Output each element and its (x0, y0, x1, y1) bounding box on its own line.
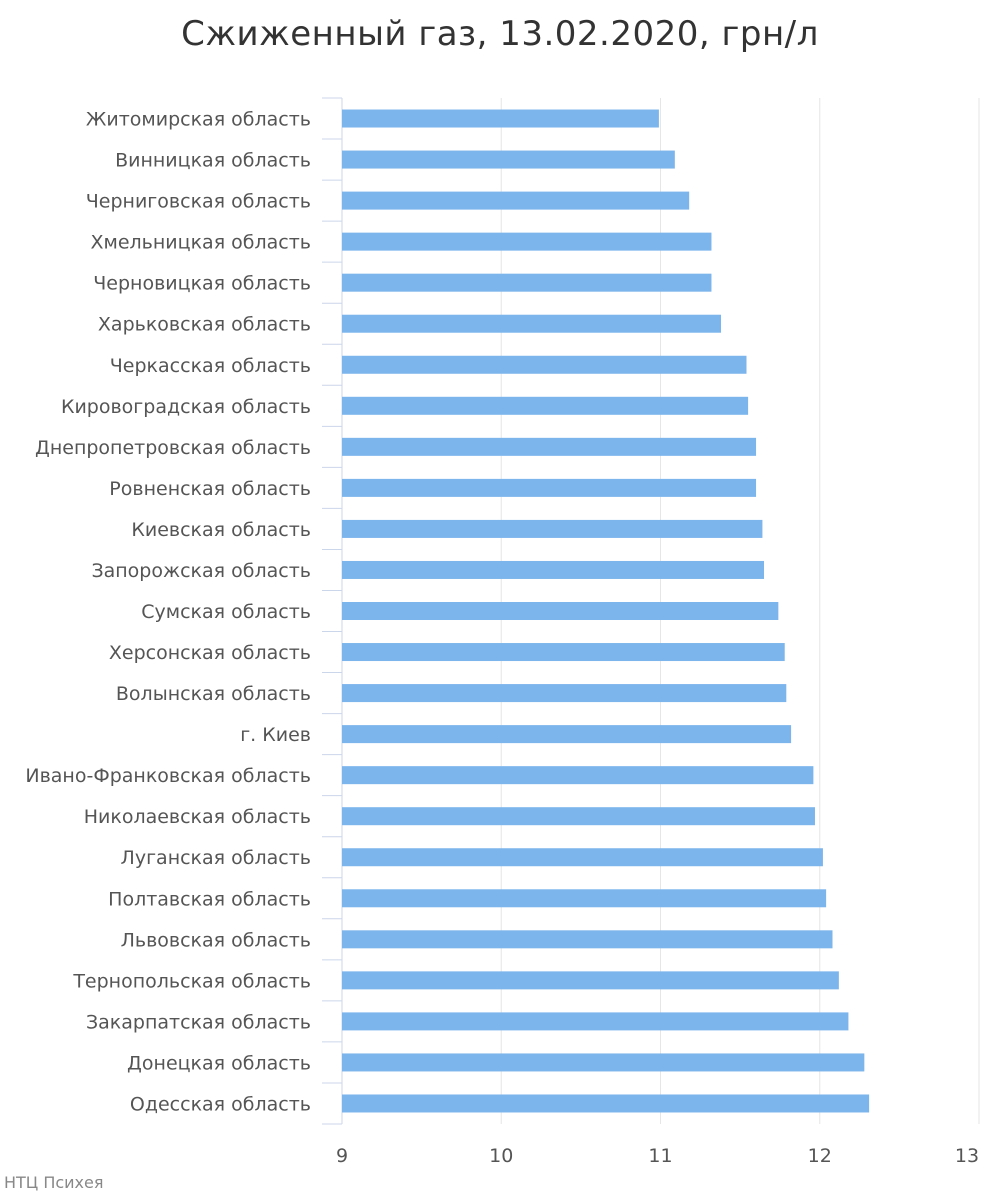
category-label: Сумская область (141, 601, 311, 623)
chart-title: Сжиженный газ, 13.02.2020, грн/л (181, 14, 819, 54)
bar[interactable] (342, 1094, 870, 1113)
category-label: Львовская область (121, 929, 311, 951)
bar[interactable] (342, 273, 712, 292)
category-label: Хмельницкая область (90, 232, 311, 254)
category-label: г. Киев (240, 724, 311, 746)
bar[interactable] (342, 889, 827, 908)
category-label: Винницкая область (115, 150, 311, 172)
category-label: Херсонская область (109, 642, 311, 664)
category-label: Ровненская область (109, 478, 311, 500)
bar[interactable] (342, 150, 675, 169)
category-label: Харьковская область (98, 314, 311, 336)
category-label: Днепропетровская область (35, 437, 311, 459)
bar[interactable] (342, 684, 787, 703)
bar[interactable] (342, 643, 785, 662)
category-label: Кировоградская область (61, 396, 311, 418)
bar[interactable] (342, 314, 722, 333)
category-label: Черкасская область (110, 355, 311, 377)
credit-label: НТЦ Психея (4, 1173, 104, 1192)
category-label: Волынская область (116, 683, 311, 705)
bar[interactable] (342, 602, 779, 620)
bar[interactable] (342, 971, 839, 990)
bar[interactable] (342, 560, 765, 579)
category-label: Закарпатская область (86, 1011, 311, 1033)
x-tick-label: 12 (808, 1145, 832, 1167)
category-label: Луганская область (121, 847, 311, 869)
bar[interactable] (342, 848, 823, 867)
category-label: Черниговская область (86, 191, 311, 213)
category-label: Киевская область (131, 519, 311, 541)
category-label: Одесская область (130, 1093, 311, 1115)
bar[interactable] (342, 807, 815, 826)
x-tick-label: 11 (648, 1145, 672, 1167)
category-label: Полтавская область (108, 888, 311, 910)
bar[interactable] (342, 725, 792, 744)
bar[interactable] (342, 766, 814, 785)
category-label: Николаевская область (84, 806, 311, 828)
bar[interactable] (342, 232, 712, 251)
bar[interactable] (342, 191, 690, 210)
bar[interactable] (342, 437, 757, 456)
category-label: Ивано-Франковская область (25, 765, 311, 787)
bar[interactable] (342, 109, 659, 128)
bar[interactable] (342, 396, 749, 415)
bar[interactable] (342, 478, 757, 497)
category-label: Донецкая область (127, 1052, 311, 1074)
x-tick-label: 9 (336, 1145, 348, 1167)
category-label: Тернопольская область (72, 970, 311, 992)
bar[interactable] (342, 1053, 865, 1072)
x-tick-label: 13 (955, 1145, 979, 1167)
bar[interactable] (342, 930, 833, 949)
category-label: Запорожская область (91, 560, 311, 582)
category-label: Черновицкая область (93, 273, 311, 295)
bar[interactable] (342, 355, 747, 374)
bar[interactable] (342, 1012, 849, 1031)
x-tick-label: 10 (489, 1145, 513, 1167)
bar[interactable] (342, 519, 763, 538)
category-label: Житомирская область (86, 109, 311, 131)
